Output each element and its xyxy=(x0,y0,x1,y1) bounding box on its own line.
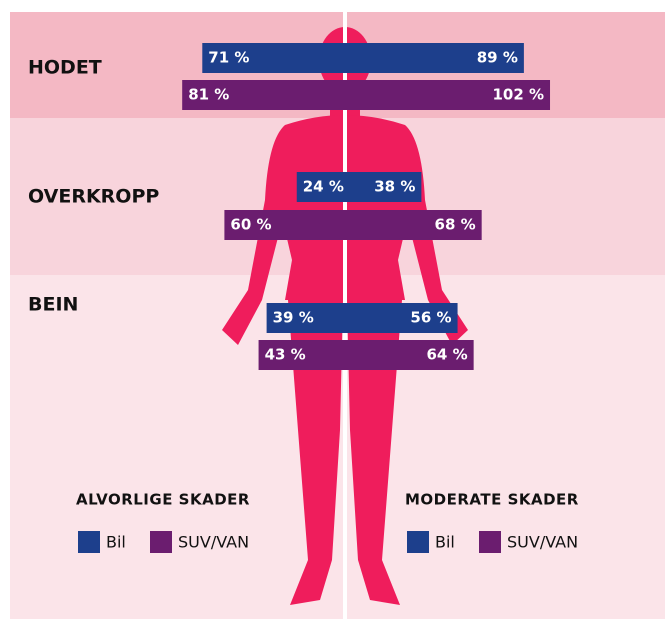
legend-label: Bil xyxy=(435,533,455,552)
legend-swatch xyxy=(479,531,501,553)
category-label: HODET xyxy=(28,57,102,79)
value-label: 60 % xyxy=(230,216,271,234)
legend-title: MODERATE SKADER xyxy=(405,491,579,509)
value-label: 102 % xyxy=(492,86,544,104)
value-label: 68 % xyxy=(435,216,476,234)
value-label: 43 % xyxy=(265,346,306,364)
value-label: 56 % xyxy=(410,309,451,327)
legend-swatch xyxy=(407,531,429,553)
legend-swatch xyxy=(150,531,172,553)
chart: ALVORLIGE SKADER MODERATE SKADER HODET OV… xyxy=(0,0,665,619)
value-label: 81 % xyxy=(188,86,229,104)
category-label: OVERKROPP xyxy=(28,186,159,208)
value-label: 38 % xyxy=(374,178,415,196)
legend-label: Bil xyxy=(106,533,126,552)
value-label: 89 % xyxy=(477,49,518,67)
legend-swatch xyxy=(78,531,100,553)
legend-label: SUV/VAN xyxy=(507,533,578,552)
value-label: 24 % xyxy=(303,178,344,196)
value-label: 71 % xyxy=(208,49,249,67)
legend-title: ALVORLIGE SKADER xyxy=(76,491,250,509)
value-label: 39 % xyxy=(273,309,314,327)
legend-label: SUV/VAN xyxy=(178,533,249,552)
value-label: 64 % xyxy=(426,346,467,364)
category-label: BEIN xyxy=(28,294,78,316)
